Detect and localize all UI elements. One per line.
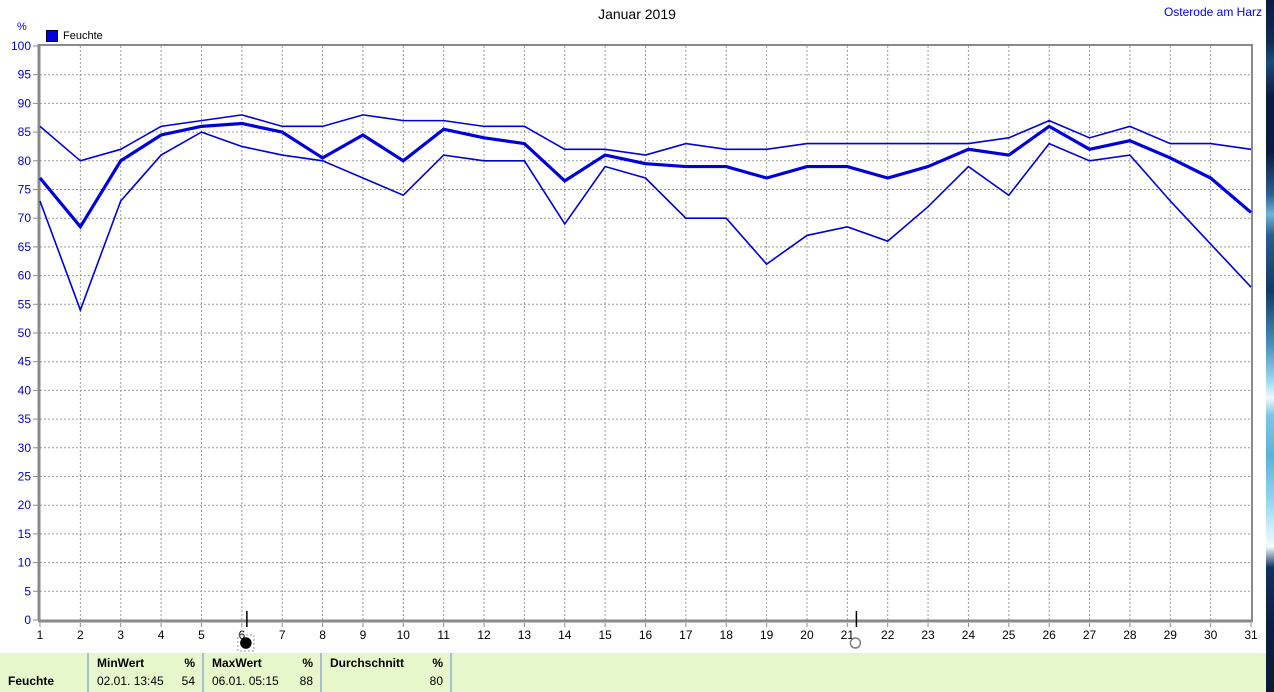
svg-text:10: 10 bbox=[397, 628, 411, 642]
svg-text:3: 3 bbox=[117, 628, 124, 642]
minwert-cell: MinWert % 02.01. 13:45 54 bbox=[89, 653, 204, 692]
maxwert-header: MaxWert bbox=[212, 656, 262, 670]
svg-text:90: 90 bbox=[18, 96, 32, 110]
durchschnitt-unit: % bbox=[432, 656, 443, 670]
svg-text:9: 9 bbox=[360, 628, 367, 642]
durchschnitt-header: Durchschnitt bbox=[330, 656, 405, 670]
y-axis-ticks: 0 5 10 15 20 25 30 35 40 45 50 55 60 65 70 75 80 85 90 95 10… bbox=[11, 39, 38, 627]
minwert-date: 02.01. 13:45 bbox=[97, 674, 164, 688]
svg-text:60: 60 bbox=[18, 269, 32, 283]
svg-text:20: 20 bbox=[800, 628, 814, 642]
svg-text:15: 15 bbox=[598, 628, 612, 642]
svg-text:2: 2 bbox=[77, 628, 84, 642]
maxwert-unit: % bbox=[302, 656, 313, 670]
svg-text:40: 40 bbox=[18, 383, 32, 397]
chart-title: Januar 2019 bbox=[598, 6, 676, 22]
svg-text:65: 65 bbox=[18, 240, 32, 254]
svg-text:0: 0 bbox=[24, 613, 31, 627]
svg-text:80: 80 bbox=[18, 154, 32, 168]
svg-text:19: 19 bbox=[760, 628, 774, 642]
svg-text:11: 11 bbox=[437, 628, 450, 642]
svg-text:22: 22 bbox=[881, 628, 895, 642]
svg-text:26: 26 bbox=[1042, 628, 1056, 642]
svg-text:14: 14 bbox=[558, 628, 572, 642]
svg-text:20: 20 bbox=[18, 498, 32, 512]
svg-text:10: 10 bbox=[18, 556, 32, 570]
svg-text:24: 24 bbox=[962, 628, 976, 642]
svg-text:100: 100 bbox=[11, 39, 31, 53]
statusbar-empty-cell bbox=[452, 653, 1266, 692]
svg-text:31: 31 bbox=[1244, 628, 1258, 642]
new-moon-marker[interactable] bbox=[237, 611, 255, 652]
svg-text:17: 17 bbox=[679, 628, 693, 642]
series-mean-line bbox=[38, 121, 1253, 230]
statusbar-series-name: Feuchte bbox=[8, 674, 55, 688]
durchschnitt-value: 80 bbox=[429, 674, 443, 688]
svg-text:55: 55 bbox=[18, 297, 32, 311]
gridlines bbox=[40, 46, 1251, 620]
legend: Feuchte bbox=[46, 30, 103, 42]
axis-frame bbox=[37, 44, 1253, 623]
svg-text:4: 4 bbox=[158, 628, 165, 642]
svg-text:27: 27 bbox=[1083, 628, 1097, 642]
full-moon-marker[interactable] bbox=[849, 611, 862, 649]
svg-text:29: 29 bbox=[1164, 628, 1178, 642]
svg-text:85: 85 bbox=[18, 125, 32, 139]
maxwert-cell: MaxWert % 06.01. 05:15 88 bbox=[204, 653, 322, 692]
svg-text:23: 23 bbox=[921, 628, 935, 642]
svg-text:18: 18 bbox=[720, 628, 734, 642]
durchschnitt-cell: Durchschnitt % 80 bbox=[322, 653, 452, 692]
svg-text:45: 45 bbox=[18, 355, 32, 369]
maxwert-value: 88 bbox=[299, 674, 313, 688]
svg-text:21: 21 bbox=[841, 628, 855, 642]
svg-text:5: 5 bbox=[198, 628, 205, 642]
minwert-unit: % bbox=[184, 656, 195, 670]
svg-text:7: 7 bbox=[279, 628, 286, 642]
y-axis-unit-label: % bbox=[17, 21, 27, 33]
maxwert-date: 06.01. 05:15 bbox=[212, 674, 279, 688]
svg-text:1: 1 bbox=[37, 628, 44, 642]
svg-text:25: 25 bbox=[18, 470, 32, 484]
svg-text:50: 50 bbox=[18, 326, 32, 340]
svg-text:70: 70 bbox=[18, 211, 32, 225]
minwert-value: 54 bbox=[181, 674, 195, 688]
station-name: Osterode am Harz bbox=[1163, 5, 1262, 19]
status-bar: Feuchte MinWert % 02.01. 13:45 54 MaxWer… bbox=[0, 652, 1266, 692]
legend-color-swatch-icon bbox=[46, 30, 58, 42]
svg-text:75: 75 bbox=[18, 183, 32, 197]
series-min-line bbox=[39, 131, 1252, 313]
svg-text:35: 35 bbox=[18, 412, 32, 426]
svg-text:25: 25 bbox=[1002, 628, 1016, 642]
svg-text:8: 8 bbox=[319, 628, 326, 642]
svg-text:15: 15 bbox=[18, 527, 32, 541]
svg-text:12: 12 bbox=[477, 628, 491, 642]
minwert-header: MinWert bbox=[97, 656, 145, 670]
svg-text:95: 95 bbox=[18, 68, 32, 82]
svg-text:5: 5 bbox=[24, 584, 31, 598]
legend-label: Feuchte bbox=[63, 30, 103, 42]
series-max-line bbox=[39, 114, 1252, 162]
svg-text:13: 13 bbox=[518, 628, 532, 642]
x-axis-ticks: 1 2 3 4 5 6 7 8 9 10 11 12 13 14 15 16 17 18 19 20 21 22 23 24 2… bbox=[37, 623, 1258, 642]
statusbar-series-cell: Feuchte bbox=[0, 653, 89, 692]
svg-text:30: 30 bbox=[1204, 628, 1218, 642]
window-edge-strip bbox=[1266, 0, 1274, 692]
svg-text:30: 30 bbox=[18, 441, 32, 455]
humidity-chart: 0510152025303540455055606570758085909510… bbox=[11, 39, 1258, 652]
svg-text:28: 28 bbox=[1123, 628, 1137, 642]
svg-text:16: 16 bbox=[639, 628, 653, 642]
